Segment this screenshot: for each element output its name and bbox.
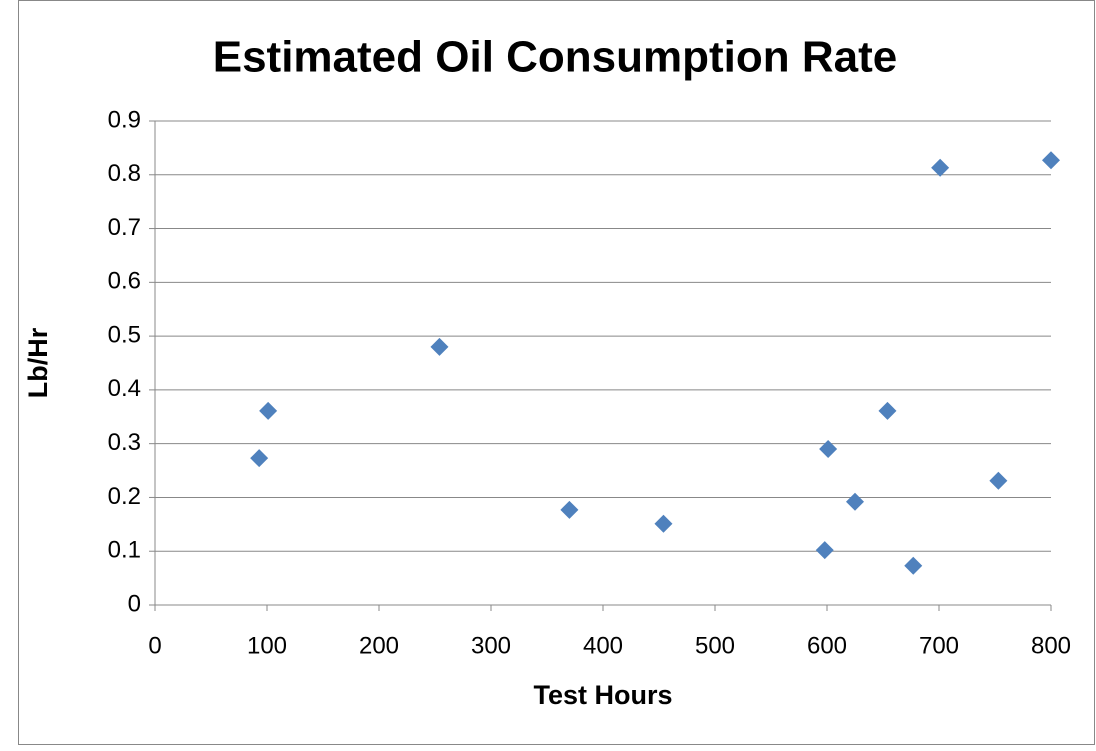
- data-point: [1042, 151, 1060, 170]
- chart-title: Estimated Oil Consumption Rate: [213, 33, 898, 82]
- y-tick-label: 0: [128, 590, 141, 617]
- data-point: [819, 440, 838, 459]
- y-tick-label: 0.2: [108, 483, 141, 510]
- y-tick-label: 0.7: [108, 214, 141, 241]
- x-tick-label: 200: [359, 632, 399, 659]
- data-point: [259, 401, 278, 420]
- x-tick-label: 700: [919, 632, 959, 659]
- y-tick-label: 0.1: [108, 537, 141, 564]
- x-axis-label: Test Hours: [533, 680, 672, 710]
- y-tick-label: 0.6: [108, 268, 141, 295]
- x-tick-label: 600: [807, 632, 847, 659]
- data-point: [989, 471, 1008, 490]
- x-tick-label: 300: [471, 632, 511, 659]
- data-point: [904, 556, 923, 575]
- data-point: [430, 337, 449, 356]
- data-point: [560, 500, 579, 519]
- y-tick-label: 0.5: [108, 321, 141, 348]
- data-point: [878, 401, 897, 420]
- y-tick-label: 0.4: [108, 375, 141, 402]
- data-point: [846, 492, 864, 511]
- data-point: [931, 158, 950, 177]
- data-point: [654, 514, 673, 533]
- data-point: [250, 449, 269, 468]
- y-axis-label: Lb/Hr: [23, 327, 53, 398]
- x-tick-label: 0: [148, 632, 161, 659]
- x-tick-label: 800: [1031, 632, 1071, 659]
- y-tick-label: 0.9: [108, 106, 141, 133]
- y-tick-label: 0.8: [108, 160, 141, 187]
- x-tick-label: 400: [583, 632, 623, 659]
- chart-frame: [18, 0, 1095, 745]
- x-tick-label: 500: [695, 632, 735, 659]
- data-point: [815, 541, 834, 560]
- y-tick-label: 0.3: [108, 429, 141, 456]
- x-tick-label: 100: [247, 632, 287, 659]
